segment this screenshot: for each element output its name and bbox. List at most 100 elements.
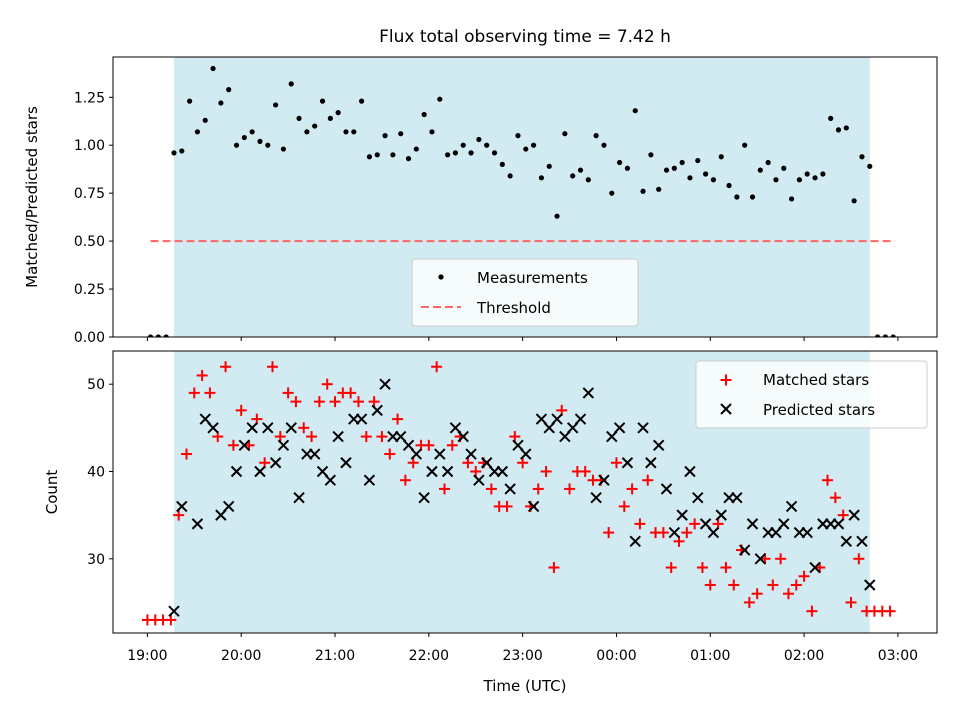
measurement-point: [233, 142, 240, 148]
measurement-point: [265, 142, 271, 148]
measurement-point: [616, 159, 623, 166]
measurement-point: [882, 334, 889, 337]
measurement-point: [742, 142, 748, 148]
predicted-star-point: [441, 465, 454, 478]
predicted-star-point: [613, 422, 626, 434]
measurement-point: [859, 154, 865, 160]
measurement-point: [468, 150, 474, 156]
measurement-point: [702, 171, 709, 177]
measurement-point: [648, 152, 654, 158]
measurement-point: [499, 161, 505, 167]
matched-star-point: [634, 518, 646, 530]
matched-star-point: [564, 483, 576, 495]
matched-star-point: [470, 465, 482, 477]
predicted-star-point: [754, 553, 767, 565]
measurement-point: [726, 182, 732, 189]
matched-star-point: [665, 562, 677, 574]
matched-star-point: [173, 509, 185, 521]
measurement-point: [257, 138, 263, 144]
y-tick-label: 0.00: [74, 330, 105, 346]
measurement-point: [835, 127, 842, 133]
matched-star-point: [329, 396, 341, 408]
measurement-point: [437, 96, 443, 102]
measurement-point: [210, 65, 216, 72]
matched-star-point: [345, 387, 357, 399]
predicted-star-point: [582, 387, 595, 399]
measurement-point: [382, 133, 388, 139]
predicted-star-point: [418, 491, 430, 504]
measurement-point: [843, 125, 849, 131]
x-tick-label: 22:00: [409, 648, 449, 664]
predicted-star-point: [379, 378, 391, 390]
predicted-star-point: [738, 544, 751, 556]
y-tick-label: 1.25: [74, 90, 105, 106]
measurement-point: [554, 213, 560, 219]
predicted-star-point: [222, 500, 235, 513]
matched-star-point: [165, 614, 177, 626]
y-tick-label: 1.00: [74, 138, 105, 154]
legend-box: [411, 258, 639, 327]
predicted-star-point: [465, 448, 477, 460]
measurement-point: [851, 198, 857, 204]
measurement-point: [163, 334, 169, 337]
matched-star-point: [657, 527, 669, 539]
matched-star-point: [180, 448, 192, 460]
measurement-point: [773, 177, 779, 183]
predicted-star-point: [621, 457, 634, 469]
predicted-star-point: [629, 535, 641, 548]
predicted-star-point: [645, 457, 657, 469]
legend-marker-matched: [720, 374, 732, 386]
predicted-star-point: [684, 465, 696, 478]
y-tick-label: 30: [87, 552, 105, 568]
matched-star-point: [485, 483, 497, 495]
matched-star-point: [626, 483, 638, 495]
matched-star-point: [798, 570, 810, 582]
matched-star-point: [368, 396, 380, 408]
y-tick-label: 40: [87, 464, 105, 480]
matched-star-point: [751, 588, 763, 600]
predicted-star-point: [801, 526, 813, 539]
predicted-star-point: [191, 518, 204, 530]
predicted-star-point: [207, 422, 219, 434]
predicted-star-point: [293, 491, 305, 504]
predicted-star-point: [355, 413, 368, 425]
predicted-star-point: [308, 448, 321, 460]
matched-star-point: [767, 579, 779, 591]
measurement-point: [796, 177, 803, 183]
ratio-legend: Measurements Threshold: [411, 258, 639, 327]
matched-star-point: [306, 431, 318, 443]
measurement-point: [179, 148, 185, 154]
predicted-star-point: [598, 474, 610, 486]
measurement-point: [445, 152, 451, 158]
matched-star-point: [431, 361, 443, 373]
y-tick-label: 0.50: [74, 234, 105, 250]
measurement-point: [577, 167, 584, 173]
matched-star-point: [321, 378, 333, 390]
measurement-point: [460, 142, 466, 148]
measurement-point: [366, 154, 373, 160]
predicted-star-point: [496, 465, 509, 478]
x-tick-label: 01:00: [690, 648, 730, 664]
measurement-point: [312, 123, 318, 129]
measurement-point: [546, 163, 552, 169]
legend-label-measurements: Measurements: [477, 269, 588, 287]
measurement-point: [405, 156, 412, 162]
x-tick-label: 19:00: [127, 648, 167, 664]
measurement-point: [710, 177, 717, 183]
measurement-point: [249, 129, 255, 135]
measurement-point: [390, 152, 396, 158]
measurement-point: [273, 102, 279, 108]
matched-star-point: [298, 422, 310, 434]
legend-label-threshold: Threshold: [476, 299, 551, 317]
y-tick-label: 0.75: [74, 186, 105, 202]
measurement-point: [718, 154, 724, 160]
ratio-panel-frame: [112, 56, 938, 338]
measurement-point: [828, 115, 834, 121]
ratio-panel: 0.00 0.25 0.50 0.75 1.00 1.25 Matched/Predict…: [23, 56, 938, 346]
legend-box: [695, 360, 928, 429]
measurement-point: [562, 131, 568, 137]
legend-label-predicted: Predicted stars: [763, 401, 875, 419]
measurement-point: [429, 129, 435, 135]
matched-star-point: [681, 527, 693, 539]
